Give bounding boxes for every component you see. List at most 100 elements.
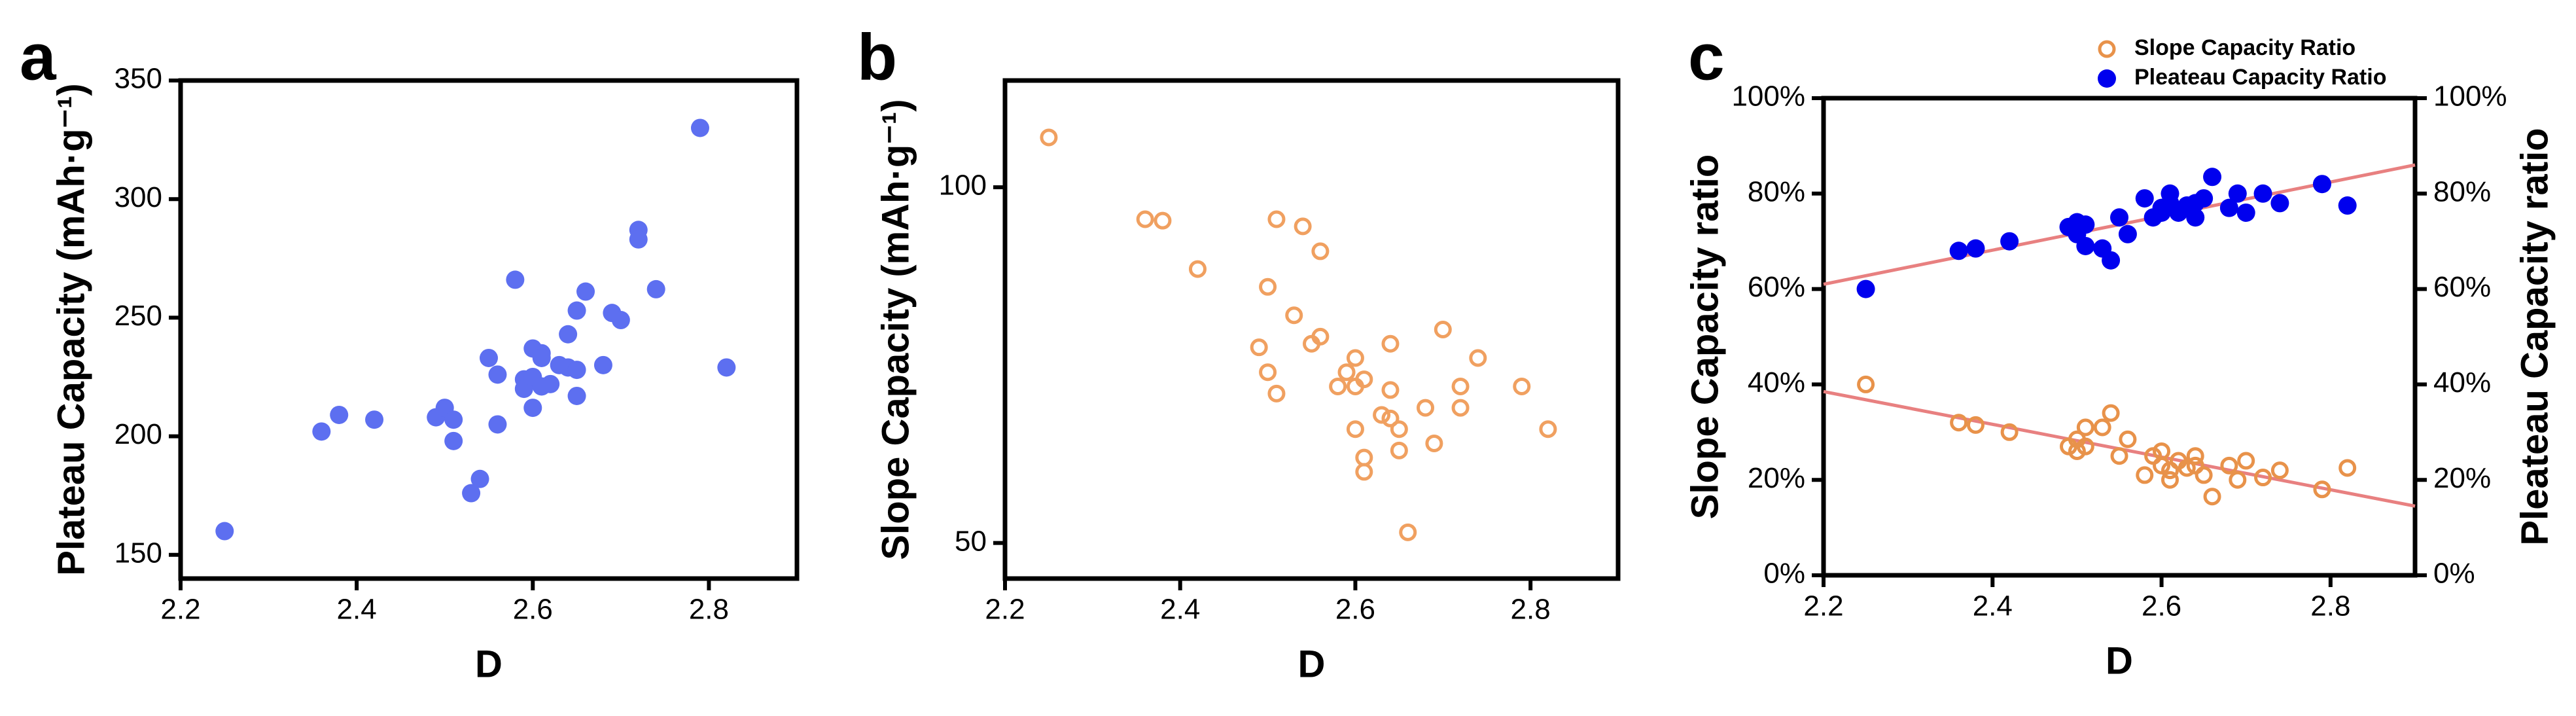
panel-label: c bbox=[1688, 20, 1725, 94]
data-point bbox=[365, 410, 384, 429]
data-point bbox=[1949, 242, 1968, 260]
data-point bbox=[1381, 334, 1400, 353]
data-point bbox=[2253, 184, 2272, 203]
data-point bbox=[1346, 420, 1364, 439]
y-tick-label: 40% bbox=[1748, 367, 1805, 399]
data-point bbox=[215, 522, 234, 541]
x-tick-label: 2.4 bbox=[1973, 590, 2013, 622]
data-point bbox=[462, 484, 481, 503]
y2-axis-title: Pleateau Capacity ratio bbox=[2513, 128, 2556, 545]
data-point bbox=[444, 431, 463, 450]
data-point bbox=[629, 230, 648, 249]
x-axis-title: D bbox=[2106, 639, 2133, 682]
data-point bbox=[1311, 242, 1330, 260]
data-point bbox=[1311, 327, 1330, 346]
data-point bbox=[2076, 418, 2094, 437]
data-point bbox=[593, 355, 612, 374]
data-point bbox=[1381, 381, 1400, 399]
data-point bbox=[1451, 399, 1470, 417]
data-point bbox=[690, 118, 709, 137]
x-tick-label: 2.8 bbox=[689, 594, 729, 626]
panel-label: b bbox=[857, 20, 897, 94]
panel-label: a bbox=[20, 20, 57, 94]
data-point bbox=[480, 348, 498, 367]
y2-tick-label: 60% bbox=[2433, 271, 2491, 303]
data-point bbox=[1154, 211, 1172, 230]
data-point bbox=[1381, 409, 1400, 427]
data-point bbox=[1346, 349, 1364, 367]
data-point bbox=[1857, 375, 1875, 393]
x-tick-label: 2.2 bbox=[160, 594, 200, 626]
data-point bbox=[1539, 420, 1557, 439]
data-point bbox=[1040, 128, 1058, 147]
data-point bbox=[1469, 349, 1487, 367]
legend-label: Pleateau Capacity Ratio bbox=[2134, 65, 2386, 90]
data-point bbox=[567, 386, 586, 405]
y-tick-label: 100% bbox=[1731, 81, 1805, 113]
data-point bbox=[2254, 469, 2272, 487]
data-point bbox=[2161, 184, 2179, 203]
data-point bbox=[1267, 210, 1286, 228]
data-point bbox=[1294, 217, 1312, 236]
data-point bbox=[2203, 488, 2221, 506]
data-point bbox=[2270, 461, 2289, 480]
x-axis-title: D bbox=[1298, 643, 1326, 685]
data-point bbox=[559, 325, 578, 344]
data-point bbox=[1966, 239, 1985, 258]
data-point bbox=[2102, 251, 2121, 270]
data-point bbox=[1399, 523, 1417, 541]
legend-marker bbox=[2098, 69, 2116, 88]
data-point bbox=[717, 358, 736, 377]
data-point bbox=[1390, 420, 1408, 439]
data-point bbox=[2136, 466, 2154, 484]
data-point bbox=[2000, 232, 2019, 251]
y2-tick-label: 0% bbox=[2433, 558, 2475, 590]
data-point bbox=[470, 469, 489, 488]
x-axis-title: D bbox=[475, 643, 503, 685]
data-point bbox=[1417, 399, 1435, 417]
data-point bbox=[1285, 306, 1303, 325]
data-point bbox=[2228, 184, 2247, 203]
data-point bbox=[541, 374, 560, 393]
data-point bbox=[2076, 236, 2095, 255]
data-point bbox=[646, 279, 665, 298]
data-point bbox=[2219, 198, 2238, 217]
data-point bbox=[1966, 416, 1985, 434]
data-point bbox=[2229, 471, 2247, 489]
y-tick-label: 150 bbox=[115, 537, 162, 569]
data-point bbox=[2161, 471, 2179, 489]
data-point bbox=[2220, 456, 2238, 474]
data-point bbox=[2312, 175, 2331, 194]
data-point bbox=[532, 348, 551, 367]
y-tick-label: 200 bbox=[115, 418, 162, 450]
y2-tick-label: 40% bbox=[2433, 367, 2491, 399]
data-point bbox=[488, 365, 507, 384]
data-point bbox=[1267, 384, 1286, 403]
y-tick-label: 350 bbox=[115, 63, 162, 95]
data-point bbox=[2110, 447, 2128, 465]
data-point bbox=[2338, 459, 2357, 477]
data-point bbox=[2236, 203, 2255, 222]
y2-tick-label: 20% bbox=[2433, 462, 2491, 494]
data-point bbox=[2135, 189, 2154, 208]
x-tick-label: 2.2 bbox=[985, 594, 1025, 626]
data-point bbox=[506, 270, 525, 289]
data-point bbox=[2119, 430, 2137, 448]
data-point bbox=[2270, 194, 2289, 213]
y-tick-label: 100 bbox=[939, 170, 987, 202]
data-point bbox=[2186, 447, 2204, 465]
data-point bbox=[1425, 434, 1443, 452]
data-point bbox=[1355, 463, 1373, 481]
data-point bbox=[1259, 277, 1277, 296]
data-point bbox=[2110, 208, 2128, 227]
y-tick-label: 0% bbox=[1763, 558, 1805, 590]
data-point bbox=[2102, 404, 2120, 422]
data-point bbox=[488, 415, 507, 434]
data-point bbox=[611, 311, 630, 330]
data-point bbox=[1337, 363, 1356, 382]
data-point bbox=[1259, 363, 1277, 382]
data-point bbox=[2237, 452, 2255, 470]
data-point bbox=[1188, 260, 1207, 278]
data-point bbox=[523, 399, 542, 418]
y-tick-label: 20% bbox=[1748, 462, 1805, 494]
